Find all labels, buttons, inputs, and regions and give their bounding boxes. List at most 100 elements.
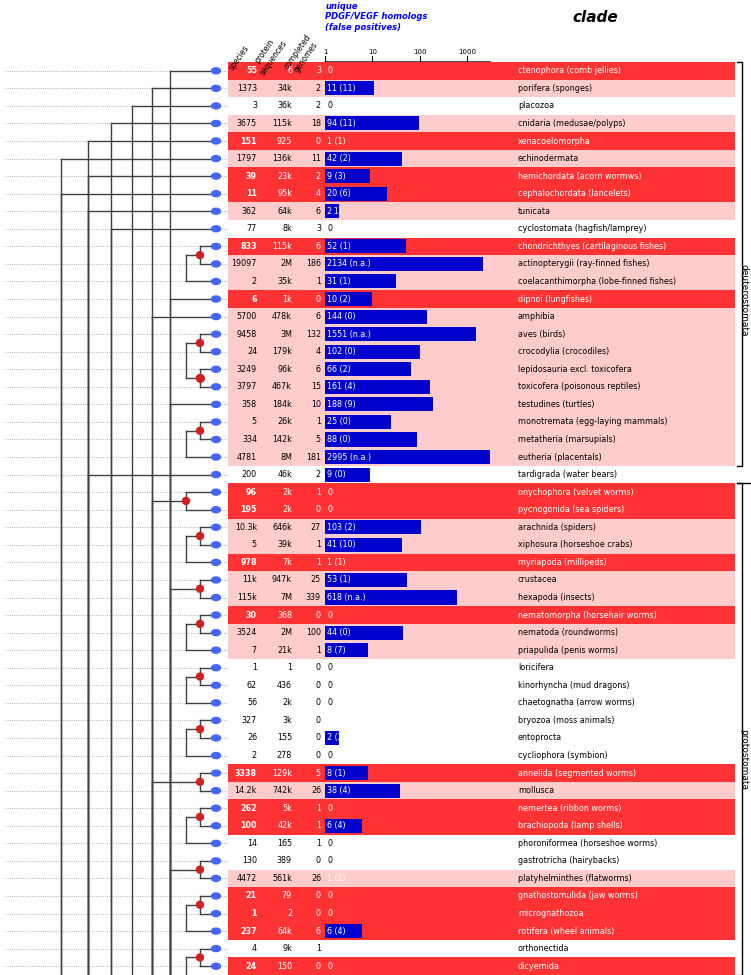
Bar xyxy=(228,659,735,677)
Bar xyxy=(228,624,735,642)
Text: 1: 1 xyxy=(316,417,321,426)
Text: 5: 5 xyxy=(252,540,257,549)
Bar xyxy=(228,361,735,378)
Text: 34k: 34k xyxy=(277,84,292,93)
Ellipse shape xyxy=(212,525,221,530)
Text: 96: 96 xyxy=(246,488,257,496)
Text: testudines (turtles): testudines (turtles) xyxy=(518,400,595,409)
Text: 64k: 64k xyxy=(277,926,292,936)
Bar xyxy=(228,238,735,255)
Text: chaetognatha (arrow worms): chaetognatha (arrow worms) xyxy=(518,698,635,707)
Text: lepidosauria excl. toxicofera: lepidosauria excl. toxicofera xyxy=(518,365,632,373)
Circle shape xyxy=(197,620,204,627)
Text: 181: 181 xyxy=(306,452,321,461)
Text: completed
genomes: completed genomes xyxy=(282,32,321,77)
Bar xyxy=(228,835,735,852)
Text: 200: 200 xyxy=(242,470,257,479)
Text: 66 (2): 66 (2) xyxy=(327,365,351,373)
Text: 26: 26 xyxy=(311,874,321,883)
Text: 15: 15 xyxy=(311,382,321,391)
Bar xyxy=(228,484,735,501)
Ellipse shape xyxy=(212,823,221,829)
Bar xyxy=(325,239,406,254)
Bar xyxy=(228,519,735,536)
Text: 0: 0 xyxy=(327,856,332,866)
Text: 150: 150 xyxy=(277,961,292,971)
Bar xyxy=(228,800,735,817)
Text: 11: 11 xyxy=(246,189,257,198)
Ellipse shape xyxy=(212,454,221,460)
Bar xyxy=(325,204,339,218)
Text: 2 (2): 2 (2) xyxy=(327,733,346,743)
Bar xyxy=(325,766,368,780)
Text: 19097: 19097 xyxy=(231,259,257,268)
Text: priapulida (penis worms): priapulida (penis worms) xyxy=(518,645,618,654)
Text: metatheria (marsupials): metatheria (marsupials) xyxy=(518,435,616,444)
Text: deuterostomata: deuterostomata xyxy=(740,264,749,336)
Bar xyxy=(325,380,430,394)
Bar xyxy=(325,591,457,604)
Text: 4: 4 xyxy=(252,944,257,954)
Circle shape xyxy=(197,673,204,680)
Text: 21k: 21k xyxy=(277,645,292,654)
Bar xyxy=(325,819,362,833)
Ellipse shape xyxy=(212,367,221,372)
Bar xyxy=(228,554,735,571)
Ellipse shape xyxy=(212,156,221,162)
Text: 56: 56 xyxy=(247,698,257,707)
Text: 6 (4): 6 (4) xyxy=(327,926,345,936)
Bar xyxy=(228,448,735,466)
Bar xyxy=(228,817,735,835)
Text: 46k: 46k xyxy=(277,470,292,479)
Text: 27: 27 xyxy=(311,523,321,531)
Text: 0: 0 xyxy=(327,891,332,901)
Text: 102 (0): 102 (0) xyxy=(327,347,356,356)
Text: 100: 100 xyxy=(306,628,321,637)
Circle shape xyxy=(197,252,204,258)
Text: 742k: 742k xyxy=(272,786,292,796)
Text: 1: 1 xyxy=(323,49,327,55)
Text: tardigrada (water bears): tardigrada (water bears) xyxy=(518,470,617,479)
Text: 947k: 947k xyxy=(272,575,292,584)
Text: 18: 18 xyxy=(311,119,321,128)
Text: coelacanthimorpha (lobe-finned fishes): coelacanthimorpha (lobe-finned fishes) xyxy=(518,277,676,286)
Text: 561k: 561k xyxy=(272,874,292,883)
Text: 64k: 64k xyxy=(277,207,292,215)
Text: hexapoda (insects): hexapoda (insects) xyxy=(518,593,595,602)
Text: 0: 0 xyxy=(327,101,332,110)
Text: brachiopoda (lamp shells): brachiopoda (lamp shells) xyxy=(518,821,623,831)
Text: 1: 1 xyxy=(316,944,321,954)
Text: 8 (7): 8 (7) xyxy=(327,645,345,654)
Ellipse shape xyxy=(212,489,221,495)
Text: 8M: 8M xyxy=(280,452,292,461)
Text: rotifera (wheel animals): rotifera (wheel animals) xyxy=(518,926,614,936)
Text: 4472: 4472 xyxy=(237,874,257,883)
Text: eutheria (placentals): eutheria (placentals) xyxy=(518,452,602,461)
Text: 925: 925 xyxy=(276,136,292,145)
Bar xyxy=(228,940,735,957)
Text: 0: 0 xyxy=(327,224,332,233)
Bar xyxy=(325,292,372,306)
Bar xyxy=(228,150,735,168)
Text: 2995 (n.a.): 2995 (n.a.) xyxy=(327,452,371,461)
Text: 0: 0 xyxy=(327,66,332,75)
Text: 14: 14 xyxy=(247,838,257,848)
Ellipse shape xyxy=(212,770,221,776)
Text: actinopterygii (ray-finned fishes): actinopterygii (ray-finned fishes) xyxy=(518,259,650,268)
Ellipse shape xyxy=(212,86,221,92)
Bar xyxy=(325,924,362,938)
Text: 9458: 9458 xyxy=(237,330,257,338)
Text: 0: 0 xyxy=(316,891,321,901)
Text: toxicofera (poisonous reptiles): toxicofera (poisonous reptiles) xyxy=(518,382,641,391)
Ellipse shape xyxy=(212,735,221,741)
Text: gastrotricha (hairybacks): gastrotricha (hairybacks) xyxy=(518,856,620,866)
Text: 6: 6 xyxy=(316,242,321,251)
Text: 38 (4): 38 (4) xyxy=(327,786,351,796)
Text: 1: 1 xyxy=(316,645,321,654)
Text: 1: 1 xyxy=(316,558,321,566)
Text: 6: 6 xyxy=(287,66,292,75)
Text: 2: 2 xyxy=(316,101,321,110)
Text: 1: 1 xyxy=(316,488,321,496)
Text: micrognathozoa: micrognathozoa xyxy=(518,909,584,918)
Text: 6: 6 xyxy=(316,365,321,373)
